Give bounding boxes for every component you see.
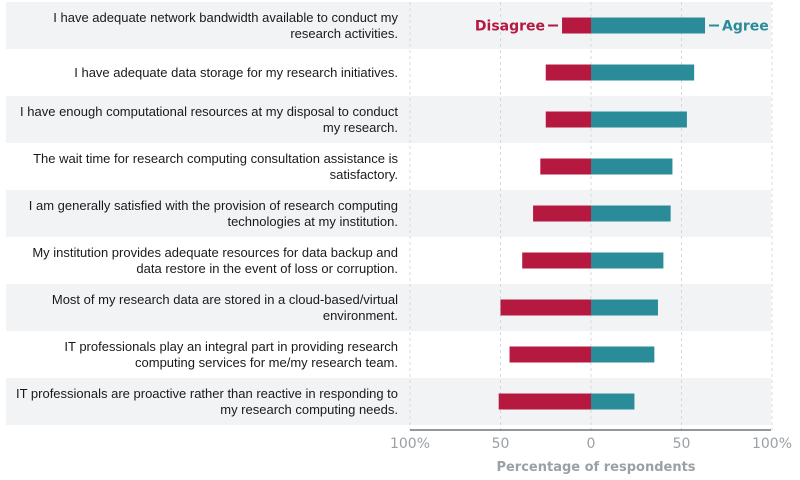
disagree-bar xyxy=(522,252,591,269)
x-axis-title: Percentage of respondents xyxy=(496,460,695,475)
row-band xyxy=(6,378,771,425)
x-axis: 100% 50 0 50 100% xyxy=(390,429,792,452)
agree-bar xyxy=(591,64,695,81)
category-label: Most of my research data are stored in a… xyxy=(52,292,398,323)
x-tick-label: 0 xyxy=(587,436,596,452)
category-label: I have enough computational resources at… xyxy=(20,104,398,135)
agree-bar xyxy=(591,299,658,316)
x-tick-label: 50 xyxy=(673,436,691,452)
category-label: IT professionals play an integral part i… xyxy=(64,339,398,370)
category-label: My institution provides adequate resourc… xyxy=(32,245,398,276)
agree-bar xyxy=(591,393,635,410)
category-label: The wait time for research computing con… xyxy=(33,151,398,182)
disagree-bar xyxy=(562,17,591,34)
agree-bar xyxy=(591,346,655,363)
disagree-bar xyxy=(533,205,591,222)
category-label: I have adequate network bandwidth availa… xyxy=(53,10,398,41)
legend-agree-label: Agree xyxy=(722,19,769,35)
category-label: I am generally satisfied with the provis… xyxy=(29,198,398,229)
category-label: I have adequate data storage for my rese… xyxy=(74,65,398,80)
disagree-bar xyxy=(545,111,591,128)
legend: Disagree Agree xyxy=(475,19,769,35)
disagree-bar xyxy=(498,393,591,410)
x-tick-label: 50 xyxy=(492,436,510,452)
agree-bar xyxy=(591,17,706,34)
agree-bar xyxy=(591,205,671,222)
disagree-bar xyxy=(509,346,591,363)
bars xyxy=(498,17,706,410)
x-tick-label: 100% xyxy=(752,436,792,452)
category-label: IT professionals are proactive rather th… xyxy=(16,386,398,417)
disagree-bar xyxy=(545,64,591,81)
agree-bar xyxy=(591,111,687,128)
disagree-bar xyxy=(540,158,591,175)
x-tick-label: 100% xyxy=(390,436,430,452)
disagree-bar xyxy=(500,299,591,316)
legend-disagree-label: Disagree xyxy=(475,19,545,35)
agree-bar xyxy=(591,158,673,175)
agree-bar xyxy=(591,252,664,269)
category-labels: I have adequate network bandwidth availa… xyxy=(16,10,399,417)
